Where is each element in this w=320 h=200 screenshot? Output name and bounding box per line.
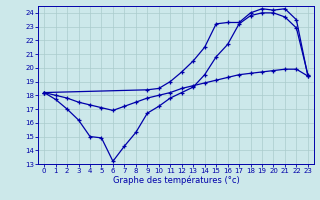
X-axis label: Graphe des températures (°c): Graphe des températures (°c): [113, 176, 239, 185]
